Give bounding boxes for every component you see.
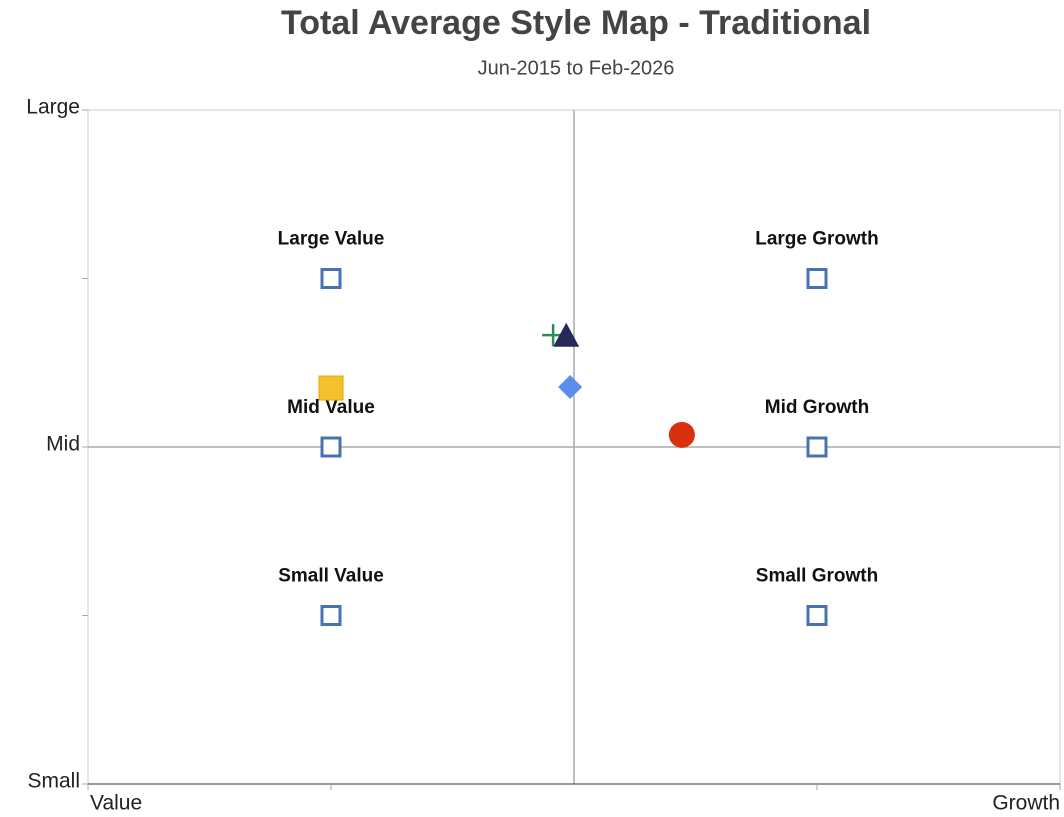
point <box>558 375 583 400</box>
style-label: Small Growth <box>756 566 878 587</box>
style-label: Small Value <box>278 566 384 587</box>
style-box <box>806 436 828 458</box>
y-tick-label: Small <box>27 770 80 793</box>
chart-subtitle: Jun-2015 to Feb-2026 <box>478 57 675 79</box>
point <box>553 322 580 347</box>
style-box <box>806 268 828 289</box>
y-tick-label: Large <box>26 96 80 119</box>
style-label: Mid Value <box>287 397 375 418</box>
style-label: Large Value <box>278 229 385 250</box>
style-label: Mid Growth <box>765 397 869 418</box>
x-tick-label: Value <box>90 792 142 815</box>
y-tick-label: Mid <box>46 433 80 456</box>
style-box <box>320 268 342 289</box>
point <box>668 421 695 448</box>
style-label: Large Growth <box>755 229 879 250</box>
x-tick-label: Growth <box>992 792 1060 815</box>
chart-title: Total Average Style Map - Traditional <box>281 4 871 42</box>
style-box <box>320 605 342 626</box>
style-box <box>320 436 342 458</box>
style-box <box>806 605 828 626</box>
point <box>318 375 344 401</box>
